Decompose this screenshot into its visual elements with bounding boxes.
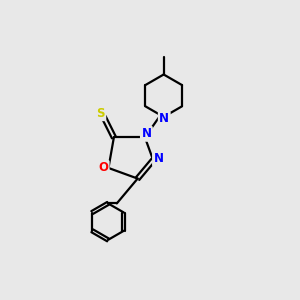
Text: S: S xyxy=(96,107,105,120)
Text: N: N xyxy=(154,152,164,165)
Text: N: N xyxy=(159,112,169,125)
Text: O: O xyxy=(98,161,108,175)
Text: N: N xyxy=(141,128,152,140)
